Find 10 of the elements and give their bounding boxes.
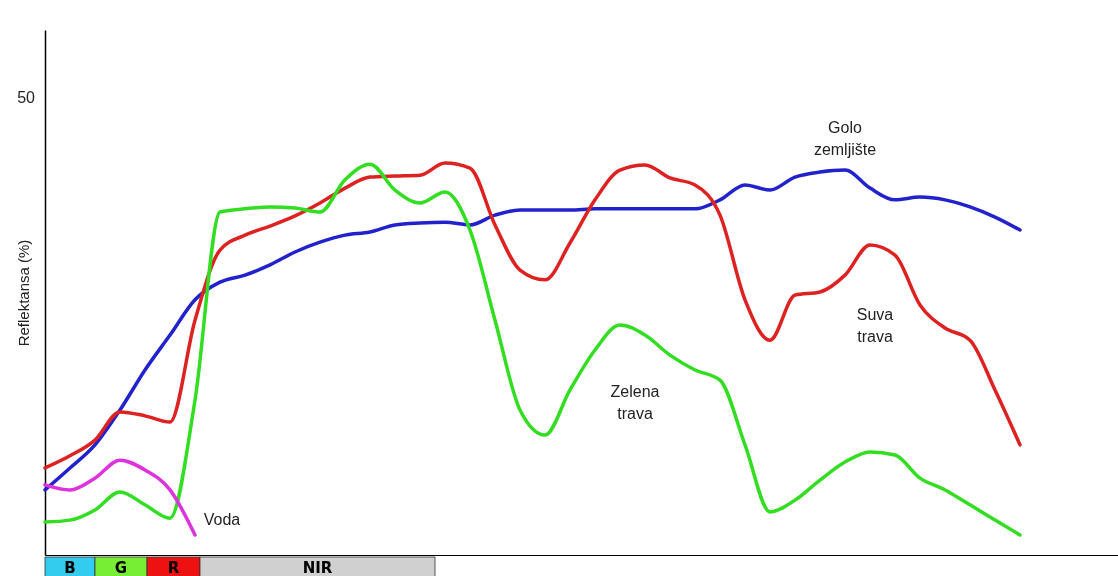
- text: 50: [17, 89, 36, 106]
- series-label: Golo zemljište: [813, 119, 877, 158]
- text: B: [64, 559, 76, 576]
- y-axis-title: Reflektansa (%): [14, 239, 32, 347]
- text: NIR: [302, 559, 333, 576]
- text: G: [114, 559, 128, 576]
- series-label: Zelena trava: [610, 383, 660, 422]
- series-label: Voda: [203, 511, 241, 528]
- series-label: Suva trava: [856, 306, 894, 345]
- text: R: [167, 559, 180, 576]
